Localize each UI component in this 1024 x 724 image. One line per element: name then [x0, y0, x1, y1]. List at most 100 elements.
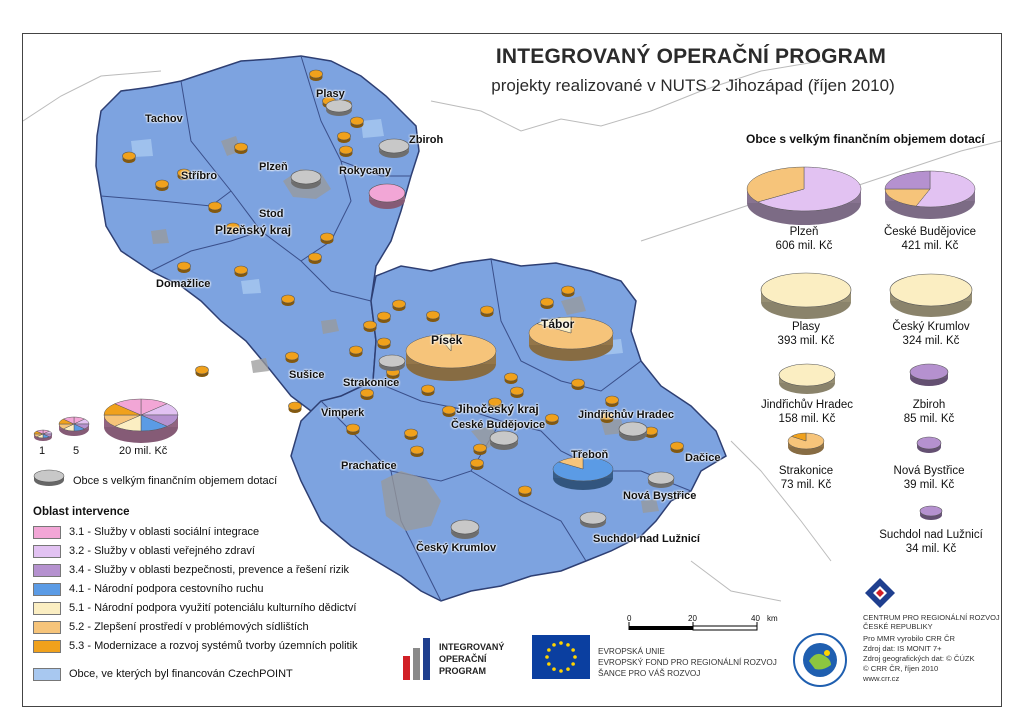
small-marker-26	[600, 411, 614, 423]
panel-pie-5	[909, 363, 949, 386]
small-marker-15	[540, 297, 554, 309]
panel-pie-0	[746, 166, 862, 225]
label-pisek: Písek	[431, 333, 463, 347]
map-pie-nova-bystrice	[647, 471, 675, 488]
small-marker-9	[288, 401, 302, 413]
small-marker-35	[346, 423, 360, 435]
panel-pie-1-slice-0	[915, 170, 976, 208]
small-marker-31	[473, 443, 487, 455]
small-marker-12	[392, 299, 406, 311]
label-zbiroh: Zbiroh	[409, 134, 444, 146]
legend-row: 4.1 - Národní podpora cestovního ruchu	[33, 582, 263, 596]
eu-star-icon	[552, 643, 556, 647]
panel-pie-0-slice-0	[757, 166, 862, 212]
mmr-logo-icon	[793, 633, 847, 687]
legend-big-commune: Obce s velkým finančním objemem dotací	[73, 475, 278, 487]
eu-line-2: EVROPSKÝ FOND PRO REGIONÁLNÍ ROZVOJ	[598, 658, 777, 667]
size-label-20: 20 mil. Kč	[119, 445, 168, 457]
small-marker-21	[504, 372, 518, 384]
size-pie-1	[33, 429, 53, 441]
map-pie-cesky-krumlov	[450, 519, 480, 539]
small-marker-0	[309, 69, 323, 81]
small-marker-3	[155, 179, 169, 191]
panel-item-value: 34 mil. Kč	[905, 543, 957, 555]
small-marker-37	[349, 345, 363, 357]
crr-line-2: ČESKÉ REPUBLIKY	[863, 622, 933, 631]
label-plasy: Plasy	[316, 88, 345, 100]
map-pie-strakonice	[378, 354, 406, 371]
small-marker-16	[561, 285, 575, 297]
small-marker-43	[350, 116, 364, 128]
credit-line-2: Zdroj dat: IS MONIT 7+	[863, 644, 942, 653]
label-cesky-krumlov: Český Krumlov	[416, 542, 497, 554]
small-marker-34	[404, 428, 418, 440]
map-pie-trebon	[552, 456, 614, 490]
map-pie-trebon-slice-1	[558, 456, 584, 470]
label-plzensky-kraj: Plzeňský kraj	[215, 223, 292, 237]
small-marker-19	[421, 384, 435, 396]
label-jihocesky-kraj: Jihočeský kraj	[456, 402, 539, 416]
legend-swatch	[33, 582, 61, 596]
panel-item-value: 73 mil. Kč	[780, 479, 832, 491]
map-pie-pisek-slice-1	[436, 333, 452, 352]
small-marker-40	[234, 265, 248, 277]
iop-logo-text: INTEGROVANÝ OPERAČNÍ PROGRAM	[439, 641, 504, 677]
small-marker-24	[571, 378, 585, 390]
credit-line-4: © CRR ČR, říjen 2010	[863, 664, 939, 673]
panel-pie-3	[889, 273, 973, 317]
label-strakonice: Strakonice	[343, 377, 400, 389]
label-plzen: Plzeň	[259, 161, 288, 173]
legend-swatch	[33, 620, 61, 634]
legend-swatch	[33, 601, 61, 615]
label-ceske-budejovice: České Budějovice	[451, 419, 546, 431]
small-marker-17	[377, 337, 391, 349]
map-pie-zbiroh	[378, 138, 410, 158]
legend-swatch	[33, 544, 61, 558]
label-trebon: Třeboň	[571, 449, 609, 461]
label-tachov: Tachov	[145, 113, 183, 125]
small-marker-30	[518, 485, 532, 497]
small-project-markers	[122, 69, 684, 497]
map-pie-tabor-slice-1	[536, 316, 572, 334]
label-tabor: Tábor	[541, 317, 575, 331]
eu-text: EVROPSKÁ UNIE EVROPSKÝ FOND PRO REGIONÁL…	[598, 646, 777, 679]
small-marker-10	[285, 351, 299, 363]
map-subtitle: projekty realizované v NUTS 2 Jihozápad …	[491, 76, 895, 95]
legend-title: Oblast intervence	[33, 506, 130, 518]
map-pies	[290, 99, 675, 539]
legend-label: 4.1 - Národní podpora cestovního ruchu	[69, 583, 264, 595]
label-stribro: Stříbro	[181, 170, 218, 182]
label-susice: Sušice	[289, 369, 325, 381]
map-pie-plzen-commune	[290, 169, 322, 189]
iop-line-1: INTEGROVANÝ	[439, 642, 505, 652]
panel-item-value: 421 mil. Kč	[901, 240, 959, 252]
eu-star-icon	[571, 662, 575, 666]
label-suchdol: Suchdol nad Lužnicí	[593, 533, 700, 545]
region-map	[23, 55, 1001, 631]
eu-star-icon	[552, 667, 556, 671]
small-marker-13	[426, 310, 440, 322]
small-marker-41	[308, 252, 322, 264]
size-label-5: 5	[73, 445, 80, 457]
map-pie-tabor	[528, 316, 614, 361]
size-pie-5	[58, 416, 90, 436]
panel-item-name: Nová Bystřice	[893, 465, 965, 477]
scale-label-unit: km	[767, 614, 778, 623]
small-marker-28	[644, 426, 658, 438]
eu-star-icon	[573, 655, 577, 659]
legend-row: 5.3 - Modernizace a rozvoj systémů tvorb…	[33, 639, 358, 653]
panel-pie-0-slice-1	[746, 166, 805, 203]
legend-label: 3.1 - Služby v oblasti sociální integrac…	[69, 526, 260, 538]
panel-pie-1	[884, 170, 976, 219]
panel-item-name: České Budějovice	[883, 226, 977, 238]
credit-line-5: www.crr.cz	[863, 674, 900, 683]
legend-row: 3.4 - Služby v oblasti bezpečnosti, prev…	[33, 563, 349, 577]
small-marker-8	[195, 365, 209, 377]
map-pie-ceske-budejovice	[489, 430, 519, 450]
small-marker-36	[360, 388, 374, 400]
legend-row: 3.2 - Služby v oblasti veřejného zdraví	[33, 544, 255, 558]
crr-text: CENTRUM PRO REGIONÁLNÍ ROZVOJ ČESKÉ REPU…	[863, 613, 1000, 631]
legend-row: 5.2 - Zlepšení prostředí v problémových …	[33, 620, 309, 634]
panel-item-name: Suchdol nad Lužnicí	[879, 529, 983, 541]
eu-star-icon	[547, 662, 551, 666]
